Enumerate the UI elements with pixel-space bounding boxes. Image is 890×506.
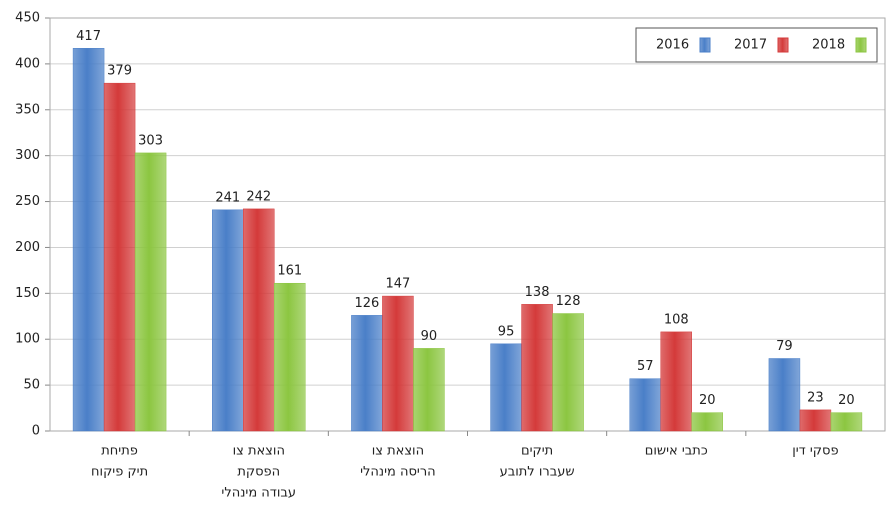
legend-swatch bbox=[777, 37, 789, 53]
bar bbox=[799, 409, 832, 432]
bar bbox=[351, 315, 383, 432]
data-label: 242 bbox=[246, 189, 271, 204]
y-tick-label: 150 bbox=[15, 286, 40, 301]
bar bbox=[830, 412, 863, 432]
data-label: 23 bbox=[807, 390, 824, 405]
data-label: 95 bbox=[498, 324, 515, 339]
bar bbox=[552, 313, 584, 432]
legend-box bbox=[635, 27, 878, 63]
bar bbox=[382, 295, 414, 432]
data-label: 161 bbox=[277, 264, 302, 279]
bar bbox=[413, 348, 445, 432]
bar bbox=[660, 331, 692, 432]
bar bbox=[629, 378, 661, 432]
bar bbox=[274, 282, 306, 432]
data-label: 241 bbox=[215, 190, 240, 205]
y-tick-label: 400 bbox=[15, 56, 40, 71]
y-tick-label: 0 bbox=[32, 424, 40, 439]
data-label: 90 bbox=[421, 329, 438, 344]
bar bbox=[243, 208, 275, 432]
bar bbox=[212, 209, 244, 432]
x-tick-label: הוצאת צו bbox=[233, 444, 285, 459]
bar bbox=[691, 412, 723, 432]
data-label: 147 bbox=[386, 277, 411, 292]
data-label: 126 bbox=[355, 296, 380, 311]
bar bbox=[521, 304, 553, 432]
data-label: 20 bbox=[838, 393, 855, 408]
bar bbox=[768, 358, 801, 432]
legend-label: 2018 bbox=[812, 38, 845, 53]
y-tick-label: 100 bbox=[15, 332, 40, 347]
legend-swatch bbox=[699, 37, 711, 53]
data-label: 303 bbox=[138, 133, 163, 148]
data-label: 108 bbox=[664, 312, 689, 327]
bar bbox=[103, 82, 136, 432]
data-label: 79 bbox=[776, 339, 793, 354]
legend-swatch bbox=[855, 37, 867, 53]
bar bbox=[490, 343, 522, 432]
y-tick-label: 50 bbox=[23, 378, 40, 393]
x-tick-label: פתיחת bbox=[101, 444, 138, 459]
x-tick-label: הריסה מינהלי bbox=[360, 465, 436, 480]
x-tick-label: הוצאת צו bbox=[372, 444, 424, 459]
y-tick-label: 250 bbox=[15, 194, 40, 209]
x-tick-label: הפסקת bbox=[237, 465, 280, 480]
bar bbox=[134, 152, 167, 432]
data-label: 417 bbox=[76, 29, 101, 44]
x-tick-label: שעברו לתובע bbox=[500, 465, 575, 480]
y-tick-label: 300 bbox=[15, 148, 40, 163]
x-tick-label: עבודה מינהלי bbox=[221, 486, 296, 501]
x-tick-label: תיק פיקוח bbox=[91, 465, 148, 480]
x-tick-label: תיקים bbox=[521, 444, 553, 459]
data-label: 20 bbox=[699, 393, 716, 408]
x-tick-label: כתבי אישום bbox=[645, 444, 708, 459]
data-label: 128 bbox=[556, 294, 581, 309]
y-tick-label: 350 bbox=[15, 102, 40, 117]
y-tick-label: 450 bbox=[15, 11, 40, 26]
x-tick-label: פסקי דין bbox=[792, 444, 838, 459]
y-tick-label: 200 bbox=[15, 240, 40, 255]
legend-label: 2017 bbox=[734, 38, 767, 53]
data-label: 57 bbox=[637, 359, 654, 374]
bar bbox=[72, 48, 105, 432]
data-label: 138 bbox=[525, 285, 550, 300]
plot-border bbox=[49, 17, 886, 432]
legend-label: 2016 bbox=[656, 38, 689, 53]
data-label: 379 bbox=[107, 64, 132, 79]
